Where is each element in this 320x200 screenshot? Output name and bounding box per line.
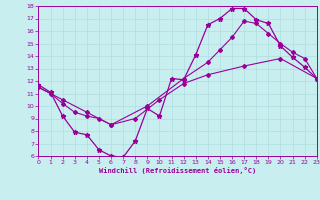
X-axis label: Windchill (Refroidissement éolien,°C): Windchill (Refroidissement éolien,°C) — [99, 167, 256, 174]
